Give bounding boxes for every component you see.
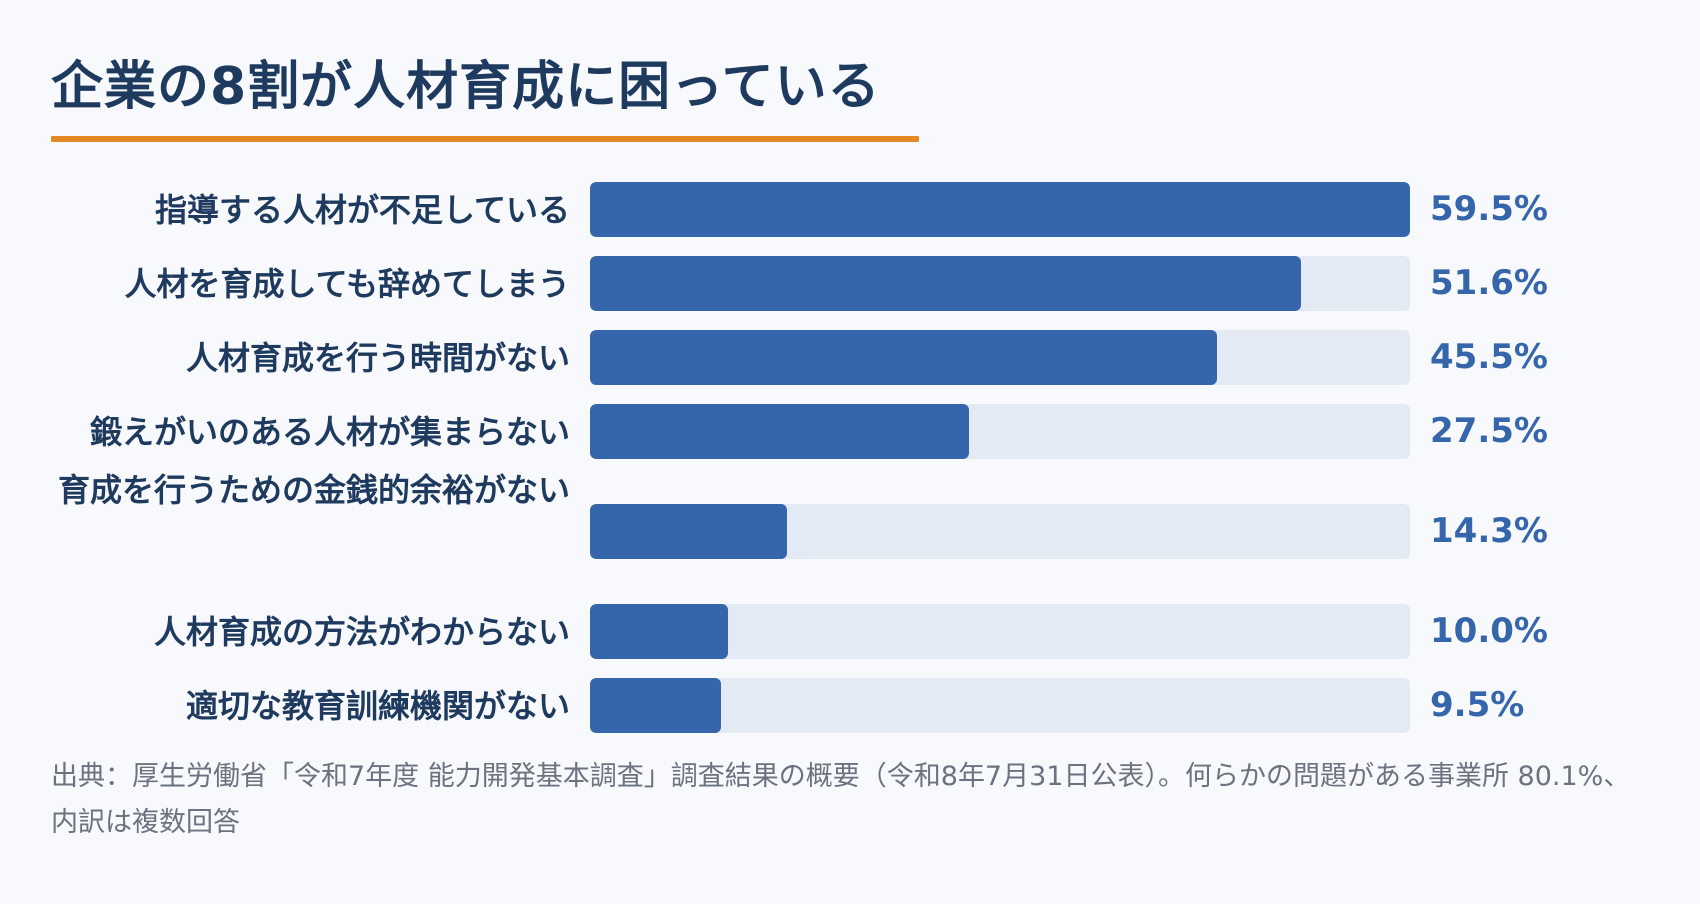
bar bbox=[590, 330, 1217, 385]
bar-value-label: 27.5% bbox=[1430, 411, 1548, 451]
bar-category-label: 人材を育成しても辞めてしまう bbox=[124, 265, 570, 303]
bar bbox=[590, 182, 1410, 237]
title-underline bbox=[51, 136, 919, 142]
bar bbox=[590, 678, 721, 733]
bar-track bbox=[590, 256, 1410, 311]
bar-value-label: 51.6% bbox=[1430, 263, 1548, 303]
bar-category-label: 人材育成の方法がわからない bbox=[153, 613, 570, 651]
bar-category-label: 指導する人材が不足している bbox=[154, 191, 570, 229]
bar-category-label: 育成を行うための金銭的余裕がない bbox=[57, 471, 570, 509]
bar-track bbox=[590, 678, 1410, 733]
bar-value-label: 9.5% bbox=[1430, 685, 1525, 725]
bar-track bbox=[590, 330, 1410, 385]
bar-track bbox=[590, 504, 1410, 559]
source-note: 出典：厚生労働省「令和7年度 能力開発基本調査」調査結果の概要（令和8年7月31… bbox=[51, 761, 1631, 838]
bar-track bbox=[590, 182, 1410, 237]
bar-value-label: 45.5% bbox=[1430, 337, 1548, 377]
bar-track bbox=[590, 404, 1410, 459]
bar-category-label: 適切な教育訓練機関がない bbox=[185, 687, 570, 725]
chart-title: 企業の8割が人材育成に困っている bbox=[51, 57, 881, 117]
bar bbox=[590, 604, 728, 659]
bar-value-label: 10.0% bbox=[1430, 611, 1548, 651]
bar-value-label: 59.5% bbox=[1430, 189, 1548, 229]
bar-category-label: 人材育成を行う時間がない bbox=[185, 339, 570, 377]
bar bbox=[590, 404, 969, 459]
bar-value-label: 14.3% bbox=[1430, 511, 1548, 551]
bar bbox=[590, 504, 787, 559]
bar-track bbox=[590, 604, 1410, 659]
bar bbox=[590, 256, 1301, 311]
bar-category-label: 鍛えがいのある人材が集まらない bbox=[89, 413, 570, 451]
